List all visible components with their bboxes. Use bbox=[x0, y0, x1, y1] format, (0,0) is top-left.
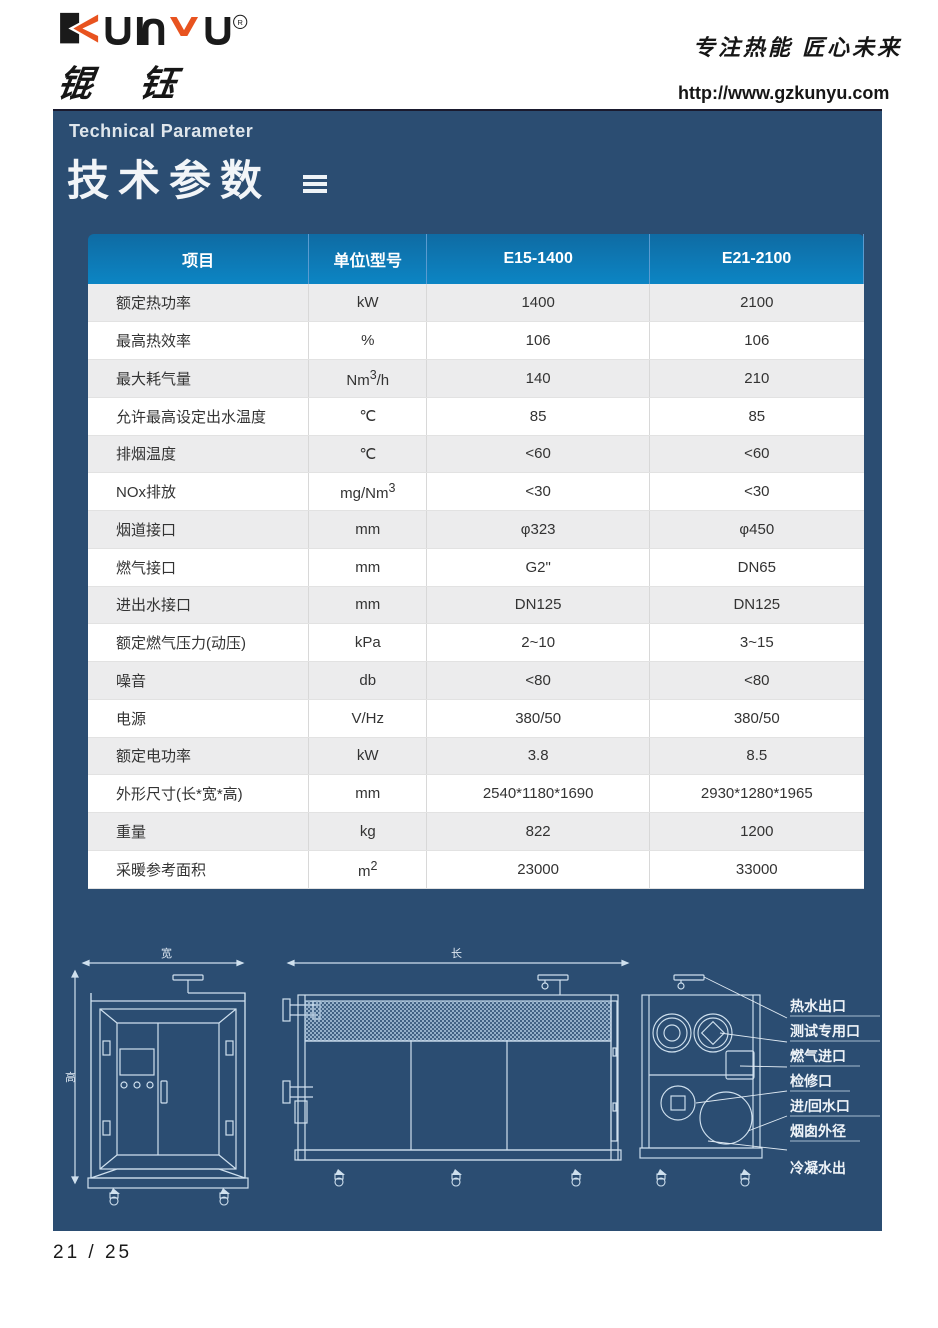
svg-text:进/回水口: 进/回水口 bbox=[790, 1098, 850, 1114]
svg-text:热水出口: 热水出口 bbox=[790, 998, 846, 1014]
svg-text:燃气进口: 燃气进口 bbox=[790, 1048, 846, 1064]
svg-text:检修口: 检修口 bbox=[790, 1073, 832, 1089]
svg-text:宽: 宽 bbox=[161, 946, 172, 960]
svg-text:R: R bbox=[238, 18, 244, 27]
svg-text:测试专用口: 测试专用口 bbox=[790, 1023, 860, 1039]
svg-text:高: 高 bbox=[65, 1070, 76, 1084]
svg-text:烟囱外径: 烟囱外径 bbox=[790, 1123, 846, 1139]
svg-text:冷凝水出: 冷凝水出 bbox=[790, 1160, 846, 1176]
svg-text:长: 长 bbox=[451, 947, 462, 960]
